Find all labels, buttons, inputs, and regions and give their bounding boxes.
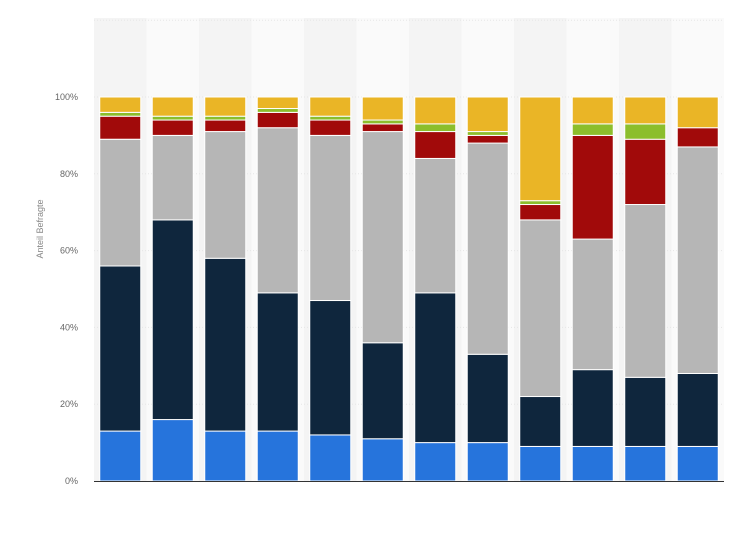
bar-segment bbox=[466, 353, 509, 444]
bar-segment bbox=[361, 131, 404, 344]
y-tick-label: 80% bbox=[60, 169, 78, 179]
bar-segment bbox=[151, 419, 194, 482]
bar-segment bbox=[519, 96, 562, 202]
bar-segment bbox=[256, 111, 299, 129]
bar-segment bbox=[414, 292, 457, 444]
bar-segment bbox=[624, 96, 667, 125]
bar-segment bbox=[466, 96, 509, 133]
y-tick-label: 40% bbox=[60, 322, 78, 332]
bar-segment bbox=[676, 372, 719, 447]
bar-segment bbox=[99, 138, 142, 267]
bar-segment bbox=[414, 131, 457, 159]
bar-segment bbox=[571, 445, 614, 482]
bar-segment bbox=[466, 142, 509, 355]
bar-segment bbox=[204, 257, 247, 432]
bar-segment bbox=[414, 123, 457, 133]
y-axis-ticks: 0% 20% 40% 60% 80% 100% bbox=[55, 92, 78, 486]
bar-segment bbox=[571, 369, 614, 447]
bar-segment bbox=[99, 96, 142, 113]
bar-segment bbox=[204, 131, 247, 259]
bar-segment bbox=[361, 342, 404, 440]
bar-segment bbox=[151, 96, 194, 117]
bar-segment bbox=[571, 96, 614, 125]
bar-segment bbox=[361, 438, 404, 482]
bar-segment bbox=[624, 204, 667, 378]
bar-segment bbox=[99, 115, 142, 140]
bars bbox=[99, 96, 719, 482]
bar-segment bbox=[204, 119, 247, 133]
bar-segment bbox=[256, 127, 299, 294]
bar-segment bbox=[361, 96, 404, 121]
bar-segment bbox=[99, 111, 142, 117]
bar-segment bbox=[676, 96, 719, 129]
bar-segment bbox=[309, 434, 352, 482]
bar-segment bbox=[466, 442, 509, 482]
bar-segment bbox=[309, 134, 352, 302]
bar-segment bbox=[519, 204, 562, 221]
y-tick-label: 100% bbox=[55, 92, 78, 102]
bar-segment bbox=[361, 123, 404, 133]
bar-segment bbox=[414, 442, 457, 482]
bar-segment bbox=[309, 119, 352, 136]
bar-segment bbox=[414, 157, 457, 294]
bar-segment bbox=[519, 445, 562, 482]
bar-segment bbox=[361, 119, 404, 125]
bar-segment bbox=[519, 200, 562, 206]
bar-segment bbox=[571, 123, 614, 136]
bar-segment bbox=[256, 430, 299, 482]
y-tick-label: 20% bbox=[60, 399, 78, 409]
bar-segment bbox=[624, 123, 667, 140]
y-tick-label: 60% bbox=[60, 246, 78, 256]
bar-segment bbox=[624, 138, 667, 206]
bar-segment bbox=[256, 96, 299, 110]
bar-segment bbox=[571, 134, 614, 240]
bar-segment bbox=[151, 134, 194, 221]
bar-segment bbox=[204, 115, 247, 121]
bar-segment bbox=[519, 219, 562, 398]
bar-segment bbox=[204, 96, 247, 117]
bar-segment bbox=[151, 115, 194, 121]
bar-segment bbox=[99, 430, 142, 482]
bar-segment bbox=[624, 376, 667, 447]
bar-segment bbox=[676, 445, 719, 482]
bar-segment bbox=[571, 238, 614, 371]
grid-lines bbox=[94, 19, 724, 405]
bar-segment bbox=[414, 96, 457, 125]
bar-segment bbox=[519, 396, 562, 447]
y-tick-label: 0% bbox=[65, 476, 78, 486]
bar-segment bbox=[309, 115, 352, 121]
y-axis-label: Anteil Befragte bbox=[35, 199, 45, 258]
bar-segment bbox=[624, 445, 667, 482]
bar-segment bbox=[676, 146, 719, 374]
bar-segment bbox=[151, 219, 194, 421]
bar-segment bbox=[256, 108, 299, 113]
bar-segment bbox=[204, 430, 247, 482]
bar-segment bbox=[466, 131, 509, 136]
bar-segment bbox=[309, 96, 352, 117]
bar-segment bbox=[151, 119, 194, 136]
bar-segment bbox=[309, 300, 352, 436]
bar-segment bbox=[466, 134, 509, 144]
bar-segment bbox=[676, 127, 719, 148]
bar-segment bbox=[99, 265, 142, 432]
bar-segment bbox=[256, 292, 299, 432]
